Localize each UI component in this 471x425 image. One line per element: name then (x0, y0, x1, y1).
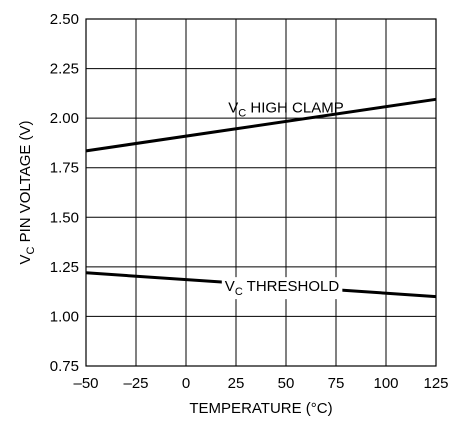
x-tick-label: –25 (123, 375, 148, 392)
grid (85, 18, 437, 367)
series-line (85, 97, 437, 153)
y-tick-label: 2.25 (50, 61, 79, 78)
series-label: VC HIGH CLAMP (228, 99, 343, 119)
x-tick-label: 75 (328, 375, 345, 392)
y-tick-label: 1.75 (50, 160, 79, 177)
y-tick-label: 1.25 (50, 259, 79, 276)
y-axis-title: VC PIN VOLTAGE (V) (17, 120, 37, 264)
plot-frame (85, 18, 437, 367)
x-tick-label: 50 (278, 375, 295, 392)
y-tick-label: 0.75 (50, 358, 79, 375)
x-tick-label: 0 (182, 375, 190, 392)
x-tick-label: 25 (228, 375, 245, 392)
series-label: VC THRESHOLD (221, 277, 343, 300)
x-tick-label: 125 (423, 375, 448, 392)
svg-text:VC THRESHOLD: VC THRESHOLD (225, 278, 340, 298)
y-tick-label: 1.50 (50, 209, 79, 226)
y-tick-label: 2.00 (50, 110, 79, 127)
svg-text:VC HIGH CLAMP: VC HIGH CLAMP (228, 99, 343, 119)
x-tick-label: 100 (373, 375, 398, 392)
x-axis-title: TEMPERATURE (°C) (189, 400, 332, 417)
y-tick-label: 2.50 (50, 11, 79, 28)
y-tick-label: 1.00 (50, 308, 79, 325)
x-tick-label: –50 (73, 375, 98, 392)
